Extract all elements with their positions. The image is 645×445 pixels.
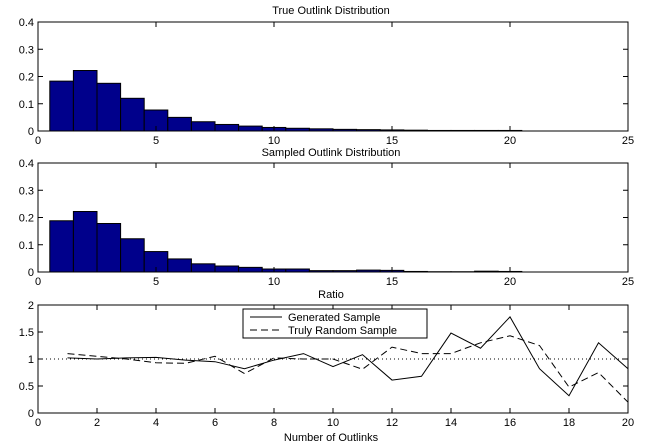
bar bbox=[167, 116, 192, 132]
y-axis-ticks: 0 0.5 1 1.5 2 bbox=[19, 300, 628, 420]
sampled-outlink-distribution-chart: Sampled Outlink Distribution 00.10.20.30… bbox=[19, 147, 634, 288]
y-tick-label: 1 bbox=[28, 354, 34, 366]
chart-title: True Outlink Distribution bbox=[272, 5, 390, 17]
y-tick-label: 0.2 bbox=[19, 72, 34, 84]
x-tick-label: 15 bbox=[386, 276, 398, 288]
x-tick-label: 20 bbox=[504, 276, 516, 288]
series-line-generated bbox=[67, 316, 629, 397]
bar bbox=[190, 121, 216, 132]
x-tick-label: 8 bbox=[271, 417, 277, 429]
x-tick-label: 18 bbox=[563, 417, 575, 429]
y-tick-label: 0.3 bbox=[19, 185, 34, 197]
x-tick-label: 0 bbox=[35, 135, 41, 147]
x-tick-label: 25 bbox=[622, 135, 634, 147]
x-tick-label: 6 bbox=[212, 417, 218, 429]
y-tick-label: 0 bbox=[28, 267, 34, 279]
y-axis-ticks: 0 0.1 0.2 0.3 0.4 bbox=[19, 158, 628, 279]
y-tick-label: 0 bbox=[28, 408, 34, 420]
x-tick-label: 10 bbox=[268, 135, 280, 147]
bar bbox=[190, 263, 216, 273]
y-tick-label: 0.1 bbox=[19, 240, 34, 252]
bar bbox=[120, 97, 145, 132]
y-tick-label: 2 bbox=[28, 300, 34, 312]
x-tick-label: 5 bbox=[153, 276, 159, 288]
x-axis-label: Number of Outlinks bbox=[284, 432, 379, 444]
y-tick-label: 0.2 bbox=[19, 213, 34, 225]
bar bbox=[96, 222, 122, 273]
legend-box bbox=[242, 308, 428, 339]
x-tick-label: 0 bbox=[35, 276, 41, 288]
legend: Generated Sample Truly Random Sample bbox=[242, 308, 428, 339]
bar bbox=[49, 220, 74, 273]
x-axis-ticks: 0 2 4 6 8 10 12 14 16 18 20 bbox=[35, 305, 634, 429]
bar bbox=[49, 80, 74, 132]
ratio-chart: Ratio 0 0.5 1 1.5 2 0 2 4 6 8 10 12 14 16 18 20 Genera… bbox=[19, 289, 634, 444]
x-axis-ticks: 0 5 10 15 20 25 bbox=[35, 22, 634, 147]
bar bbox=[120, 238, 145, 273]
series-line-random bbox=[67, 335, 629, 403]
chart-title: Sampled Outlink Distribution bbox=[262, 147, 401, 159]
bars-group bbox=[49, 70, 523, 132]
x-tick-label: 14 bbox=[445, 417, 457, 429]
y-tick-label: 0.4 bbox=[19, 17, 34, 29]
bar bbox=[214, 265, 240, 273]
x-tick-label: 5 bbox=[153, 135, 159, 147]
chart-title: Ratio bbox=[318, 289, 344, 301]
x-axis-ticks: 0 5 10 15 20 25 bbox=[35, 163, 634, 288]
true-outlink-distribution-chart: True Outlink Distribution 00.10.20.30.4 … bbox=[19, 5, 634, 147]
bar bbox=[238, 125, 263, 132]
bar bbox=[96, 82, 122, 132]
y-tick-label: 0.3 bbox=[19, 44, 34, 56]
y-tick-label: 0.4 bbox=[19, 158, 34, 170]
x-tick-label: 10 bbox=[268, 276, 280, 288]
y-tick-label: 0.1 bbox=[19, 99, 34, 111]
x-tick-label: 0 bbox=[35, 417, 41, 429]
x-tick-label: 25 bbox=[622, 276, 634, 288]
x-tick-label: 15 bbox=[386, 135, 398, 147]
bar bbox=[238, 266, 263, 273]
x-tick-label: 4 bbox=[153, 417, 159, 429]
x-tick-label: 12 bbox=[386, 417, 398, 429]
y-tick-label: 0 bbox=[28, 126, 34, 138]
legend-label-generated: Generated Sample bbox=[288, 312, 380, 324]
x-tick-label: 10 bbox=[327, 417, 339, 429]
y-tick-label: 1.5 bbox=[19, 327, 34, 339]
x-tick-label: 2 bbox=[94, 417, 100, 429]
series-lines bbox=[67, 316, 629, 403]
bar bbox=[72, 211, 98, 273]
bar bbox=[72, 70, 98, 132]
y-tick-label: 0.5 bbox=[19, 381, 34, 393]
y-axis-ticks: 0 0.1 0.2 0.3 0.4 bbox=[19, 17, 628, 138]
x-tick-label: 20 bbox=[504, 135, 516, 147]
x-tick-label: 16 bbox=[504, 417, 516, 429]
x-tick-label: 20 bbox=[622, 417, 634, 429]
legend-label-random: Truly Random Sample bbox=[288, 325, 397, 337]
bar bbox=[167, 258, 192, 273]
bar bbox=[214, 123, 240, 132]
